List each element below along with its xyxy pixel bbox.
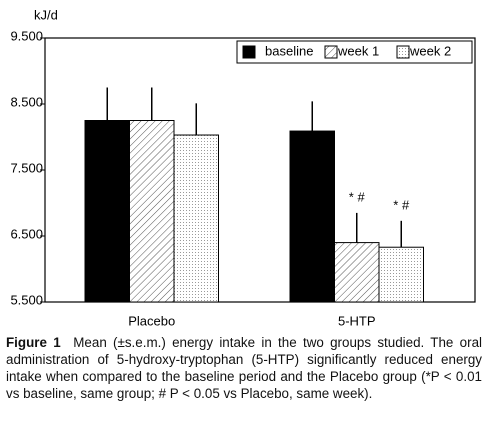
x-tick-label: Placebo [128,313,175,328]
legend-swatch [324,45,338,59]
bar [173,134,219,303]
legend-label: week 2 [409,43,451,58]
caption: Figure 1 Mean (±s.e.m.) energy intake in… [6,334,482,402]
annotation: * # [393,197,410,212]
legend-swatch [242,45,256,59]
y-tick-label: 5.500 [10,292,43,307]
caption-text: Mean (±s.e.m.) energy intake in the two … [6,335,482,401]
caption-label: Figure 1 [6,335,61,350]
legend-swatch [396,45,410,59]
bar [129,120,175,303]
y-tick-label: 8.500 [10,94,43,109]
y-tick-label: 9.500 [10,28,43,43]
chart: kJ/d 5.500 6.500 7.500 8.500 9.500 Placebo 5-H… [10,7,476,328]
bar [378,246,424,303]
y-tick-label: 6.500 [10,226,43,241]
y-unit: kJ/d [34,7,58,22]
bar [334,242,380,303]
legend-box [236,40,473,64]
legend-label: week 1 [337,43,379,58]
x-tick-label: 5-HTP [338,313,376,328]
legend-label: baseline [265,43,313,58]
annotation: * # [349,189,366,204]
bar [289,130,335,303]
bar [84,120,130,303]
y-tick-label: 7.500 [10,160,43,175]
